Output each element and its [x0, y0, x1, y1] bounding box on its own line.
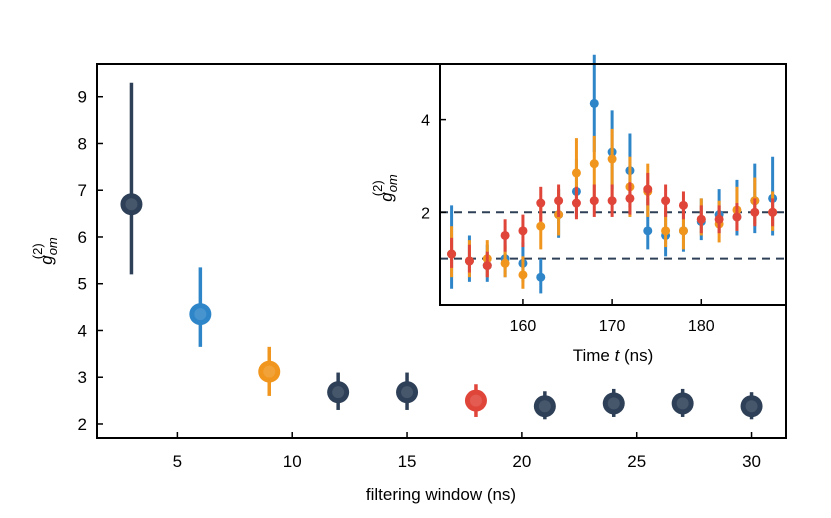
inset-data-point-red [696, 214, 706, 224]
main-data-point-highlight [125, 198, 138, 211]
inset-data-point-red [625, 193, 635, 203]
main-plot: 5 10 15 20 25 30 2 3 4 5 6 7 8 9 filtering window (n… [30, 63, 787, 504]
inset-data-point-red [447, 249, 457, 259]
main-x-tick-label: 30 [742, 452, 761, 471]
inset-x-label-var: t [615, 346, 621, 365]
inset-y-ticks: 24 [421, 113, 446, 222]
inset-y-label-sub: om [385, 174, 400, 192]
main-y-label-base: g [37, 255, 56, 265]
inset-x-label-text: Time [573, 346, 615, 365]
inset-y-tick-label: 2 [421, 205, 430, 222]
main-y-tick-label: 4 [78, 321, 87, 340]
inset-data-point-red [661, 196, 671, 206]
inset-data-point-blue [536, 272, 546, 282]
inset-x-tick-label: 160 [510, 318, 537, 335]
inset-data-point-orange [518, 270, 528, 280]
main-y-label-sup: (2) [30, 243, 45, 259]
inset-data-point-red [750, 207, 760, 217]
inset-plot-frame [439, 63, 787, 306]
main-y-tick-label: 2 [78, 415, 87, 434]
inset-x-tick-label: 170 [599, 318, 626, 335]
main-y-ticks: 2 3 4 5 6 7 8 9 [78, 88, 103, 434]
main-x-tick-label: 10 [283, 452, 302, 471]
main-x-axis-label: filtering window (ns) [366, 485, 516, 504]
inset-data-point-red [554, 196, 564, 206]
main-data-point [740, 395, 763, 418]
inset-data-point-red [714, 214, 724, 224]
main-data-point-highlight [676, 397, 689, 410]
inset-y-label-base: g [377, 192, 396, 202]
inset-x-tick-label: 180 [688, 318, 715, 335]
main-data-point-highlight [469, 394, 482, 407]
main-y-tick-label: 9 [78, 88, 87, 107]
main-data-point [396, 381, 419, 404]
inset-data-points [447, 54, 778, 294]
main-x-tick-label: 20 [512, 452, 531, 471]
main-y-axis-label: gom(2) [30, 237, 60, 265]
main-data-point [189, 303, 212, 326]
main-data-point-highlight [194, 308, 207, 321]
inset-x-label-unit: (ns) [619, 346, 653, 365]
inset-x-axis-label: Time t (ns) [573, 346, 654, 365]
inset-y-axis-label: gom(2) [370, 174, 400, 202]
inset-data-point-red [482, 261, 492, 271]
main-data-point [258, 360, 281, 383]
main-y-tick-label: 8 [78, 134, 87, 153]
inset-data-point-blue [589, 98, 599, 108]
main-data-point-highlight [745, 400, 758, 413]
inset-data-point-red [536, 198, 546, 208]
main-data-point-highlight [538, 400, 551, 413]
inset-data-point-red [518, 226, 528, 236]
inset-data-point-blue [643, 226, 653, 236]
inset-data-point-red [732, 212, 742, 222]
inset-data-point-red [464, 256, 474, 266]
main-data-point [671, 392, 694, 415]
inset-plot: 160 170 180 24 Time t (ns) gom(2) [370, 54, 787, 365]
main-data-point-highlight [607, 397, 620, 410]
inset-data-point-red [589, 196, 599, 206]
inset-data-point-orange [536, 221, 546, 231]
main-data-point-highlight [263, 365, 276, 378]
inset-data-point-red [500, 230, 510, 240]
inset-data-point-red [571, 198, 581, 208]
inset-data-point-orange [589, 159, 599, 169]
inset-data-point-orange [678, 226, 688, 236]
main-data-point-highlight [401, 386, 414, 399]
inset-x-ticks: 160 170 180 [510, 299, 715, 335]
inset-y-tick-label: 4 [421, 113, 430, 130]
main-data-point-highlight [332, 386, 345, 399]
inset-data-point-red [768, 207, 778, 217]
inset-data-point-orange [571, 168, 581, 178]
inset-data-point-orange [661, 226, 671, 236]
inset-data-point-red [643, 184, 653, 194]
main-data-point [533, 395, 556, 418]
main-data-points [120, 82, 763, 420]
inset-data-point-orange [607, 154, 617, 164]
main-x-tick-label: 5 [173, 452, 182, 471]
main-data-point [602, 392, 625, 415]
main-x-tick-label: 25 [627, 452, 646, 471]
main-data-point [120, 193, 143, 216]
inset-data-point-red [607, 196, 617, 206]
main-data-point [327, 381, 350, 404]
inset-y-label-sup: (2) [370, 180, 385, 196]
main-y-label-sub: om [45, 237, 60, 255]
main-x-tick-label: 15 [398, 452, 417, 471]
main-y-tick-label: 6 [78, 228, 87, 247]
main-y-tick-label: 7 [78, 181, 87, 200]
inset-data-point-red [678, 200, 688, 210]
main-y-tick-label: 5 [78, 275, 87, 294]
main-data-point [464, 389, 487, 412]
main-x-ticks: 5 10 15 20 25 30 [173, 432, 761, 471]
main-y-tick-label: 3 [78, 368, 87, 387]
inset-data-point-orange [500, 258, 510, 268]
